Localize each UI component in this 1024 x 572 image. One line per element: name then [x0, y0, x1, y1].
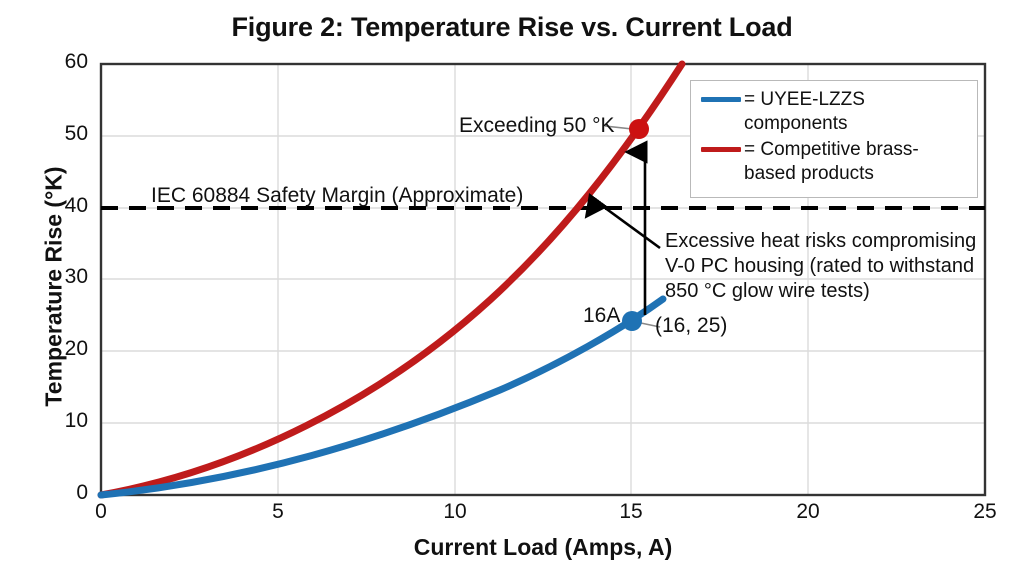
x-tick-25: 25	[973, 500, 997, 523]
legend-item-uyee[interactable]: = UYEE-LZZS components	[701, 88, 967, 136]
x-tick-10: 10	[443, 500, 467, 523]
chart-title: Figure 2: Temperature Rise vs. Current L…	[231, 12, 793, 42]
threshold-label: IEC 60884 Safety Margin (Approximate)	[151, 184, 524, 207]
y-tick-50: 50	[64, 122, 88, 145]
series-line-uyee	[97, 295, 667, 499]
series-line-competitive	[97, 60, 686, 499]
x-axis-label: Current Load (Amps, A)	[413, 534, 673, 560]
callout-annotation: Excessive heat risks compromising V-0 PC…	[665, 230, 977, 302]
marker-16a-label: 16A	[583, 304, 621, 327]
y-tick-60: 60	[64, 50, 88, 73]
legend: = UYEE-LZZS components = Competitive bra…	[690, 80, 978, 198]
leader-line-exceeding	[604, 125, 633, 130]
callout-arrow	[584, 193, 661, 250]
y-tick-20: 20	[64, 337, 88, 360]
marker-16a-coordinate: (16, 25)	[655, 314, 728, 337]
x-tick-0: 0	[95, 500, 107, 523]
x-tick-5: 5	[272, 500, 284, 523]
x-tick-15: 15	[619, 500, 643, 523]
y-tick-30: 30	[64, 265, 88, 288]
legend-swatch-blue-icon	[701, 97, 741, 102]
legend-swatch-red-icon	[701, 147, 741, 152]
plot-frame	[99, 62, 987, 497]
y-tick-0: 0	[76, 481, 88, 504]
legend-label-uyee: = UYEE-LZZS components	[744, 89, 865, 134]
marker-exceeding-50k[interactable]	[629, 119, 649, 139]
legend-item-competitive[interactable]: = Competitive brass- based products	[701, 138, 967, 186]
y-tick-40: 40	[64, 194, 88, 217]
marker-exceeding-label: Exceeding 50 °K	[459, 114, 615, 137]
marker-16a[interactable]	[622, 311, 642, 331]
y-tick-10: 10	[64, 409, 88, 432]
legend-label-competitive: = Competitive brass- based products	[744, 139, 919, 184]
x-tick-20: 20	[796, 500, 820, 523]
